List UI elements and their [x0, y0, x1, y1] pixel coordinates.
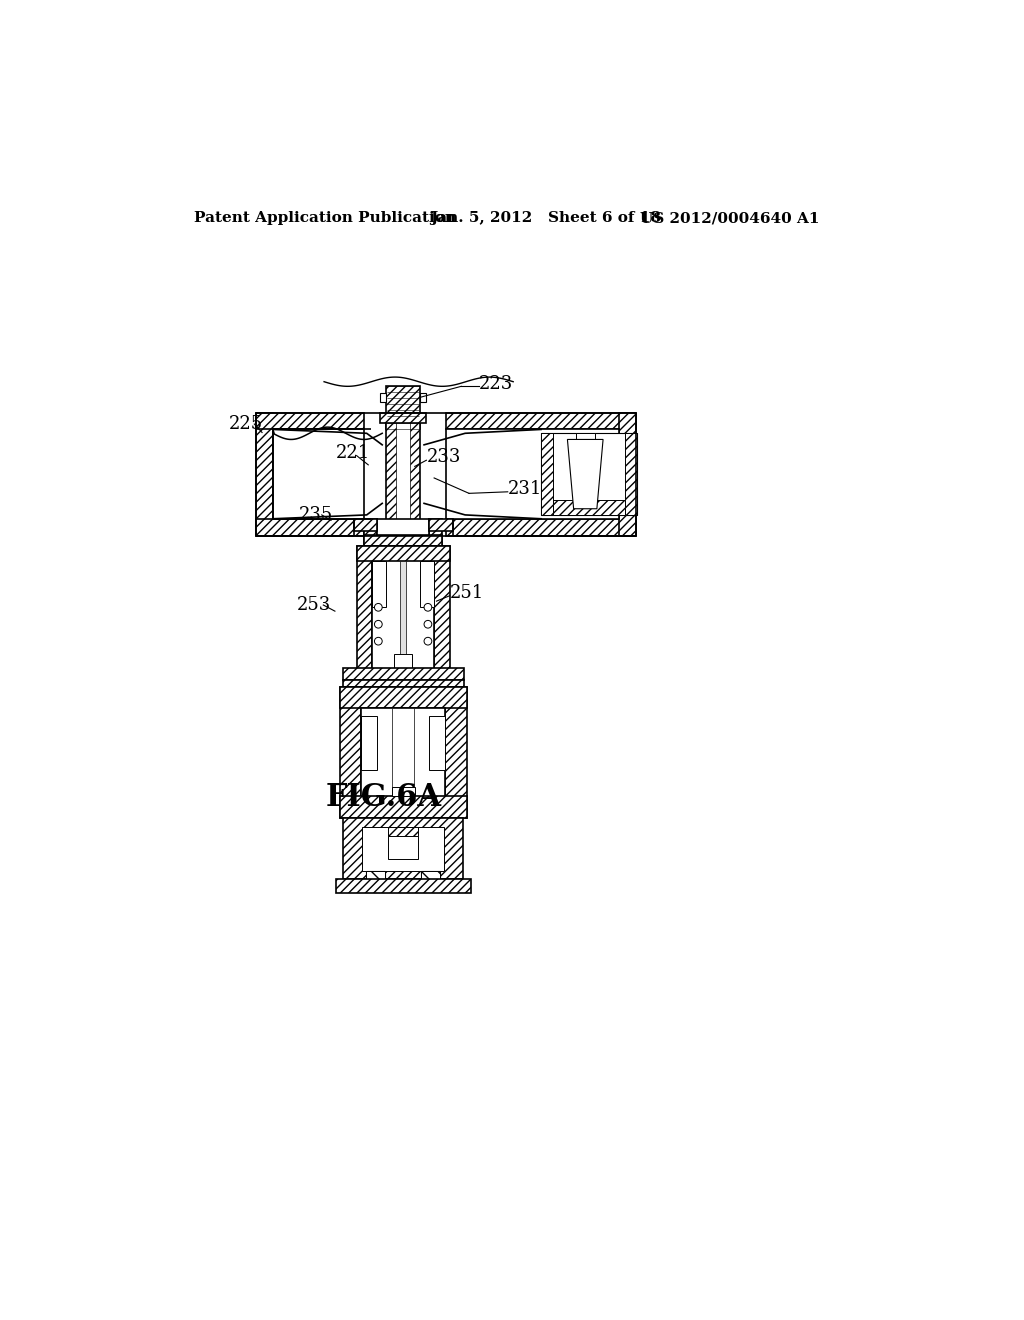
Text: 253: 253 — [297, 597, 331, 614]
Bar — [380, 393, 386, 403]
Bar — [541, 433, 554, 515]
Bar — [340, 796, 467, 817]
Text: US 2012/0004640 A1: US 2012/0004640 A1 — [640, 211, 819, 226]
Bar — [445, 686, 467, 817]
Circle shape — [375, 603, 382, 611]
Bar — [380, 412, 426, 424]
Text: 225: 225 — [228, 414, 263, 433]
Circle shape — [375, 620, 382, 628]
Bar — [420, 393, 426, 403]
Bar — [343, 681, 464, 686]
Bar — [343, 817, 463, 879]
Bar — [575, 433, 595, 446]
Polygon shape — [567, 440, 603, 508]
Text: 221: 221 — [336, 445, 370, 462]
Bar — [372, 545, 434, 681]
Bar — [336, 879, 471, 892]
Bar — [541, 433, 637, 515]
Text: 251: 251 — [450, 585, 484, 602]
Bar — [365, 519, 377, 545]
Bar — [429, 519, 442, 545]
Circle shape — [424, 620, 432, 628]
Bar — [575, 446, 595, 453]
Bar — [421, 871, 440, 886]
Bar — [273, 429, 365, 519]
Bar — [366, 871, 385, 886]
Bar — [429, 519, 453, 531]
Bar — [365, 535, 442, 545]
Bar — [429, 715, 445, 770]
Bar — [386, 412, 420, 536]
Bar — [625, 433, 637, 515]
Circle shape — [375, 638, 382, 645]
Bar — [366, 871, 385, 886]
Text: 231: 231 — [508, 480, 542, 499]
Bar — [618, 412, 636, 536]
Bar — [445, 412, 636, 429]
Text: Patent Application Publication: Patent Application Publication — [194, 211, 456, 226]
Bar — [400, 561, 407, 657]
Bar — [434, 545, 450, 681]
Bar — [420, 561, 434, 607]
Bar — [361, 708, 445, 817]
Bar — [392, 708, 414, 796]
Bar — [394, 653, 413, 669]
Bar — [340, 686, 361, 817]
Bar — [256, 412, 365, 429]
Text: 235: 235 — [299, 506, 333, 524]
Bar — [391, 787, 415, 796]
Circle shape — [424, 638, 432, 645]
Bar — [421, 871, 440, 886]
Bar — [396, 412, 410, 536]
Circle shape — [424, 603, 432, 611]
Text: Jan. 5, 2012   Sheet 6 of 18: Jan. 5, 2012 Sheet 6 of 18 — [430, 211, 662, 226]
Bar — [445, 519, 636, 536]
Text: FIG.6A: FIG.6A — [326, 781, 441, 813]
Bar — [256, 519, 365, 536]
Bar — [343, 668, 464, 681]
Bar — [356, 545, 450, 561]
Bar — [356, 545, 372, 681]
Bar — [388, 826, 418, 836]
Bar — [372, 561, 386, 607]
Bar — [554, 499, 625, 515]
Bar — [361, 715, 377, 770]
Bar — [340, 686, 467, 708]
Bar — [377, 519, 429, 535]
Text: 223: 223 — [479, 375, 513, 393]
Text: 233: 233 — [426, 449, 461, 466]
Bar — [353, 519, 377, 531]
Bar — [380, 525, 426, 536]
Bar — [445, 429, 618, 519]
Bar — [362, 826, 444, 871]
Bar — [388, 826, 418, 859]
Bar — [386, 385, 420, 429]
Bar — [256, 412, 273, 536]
